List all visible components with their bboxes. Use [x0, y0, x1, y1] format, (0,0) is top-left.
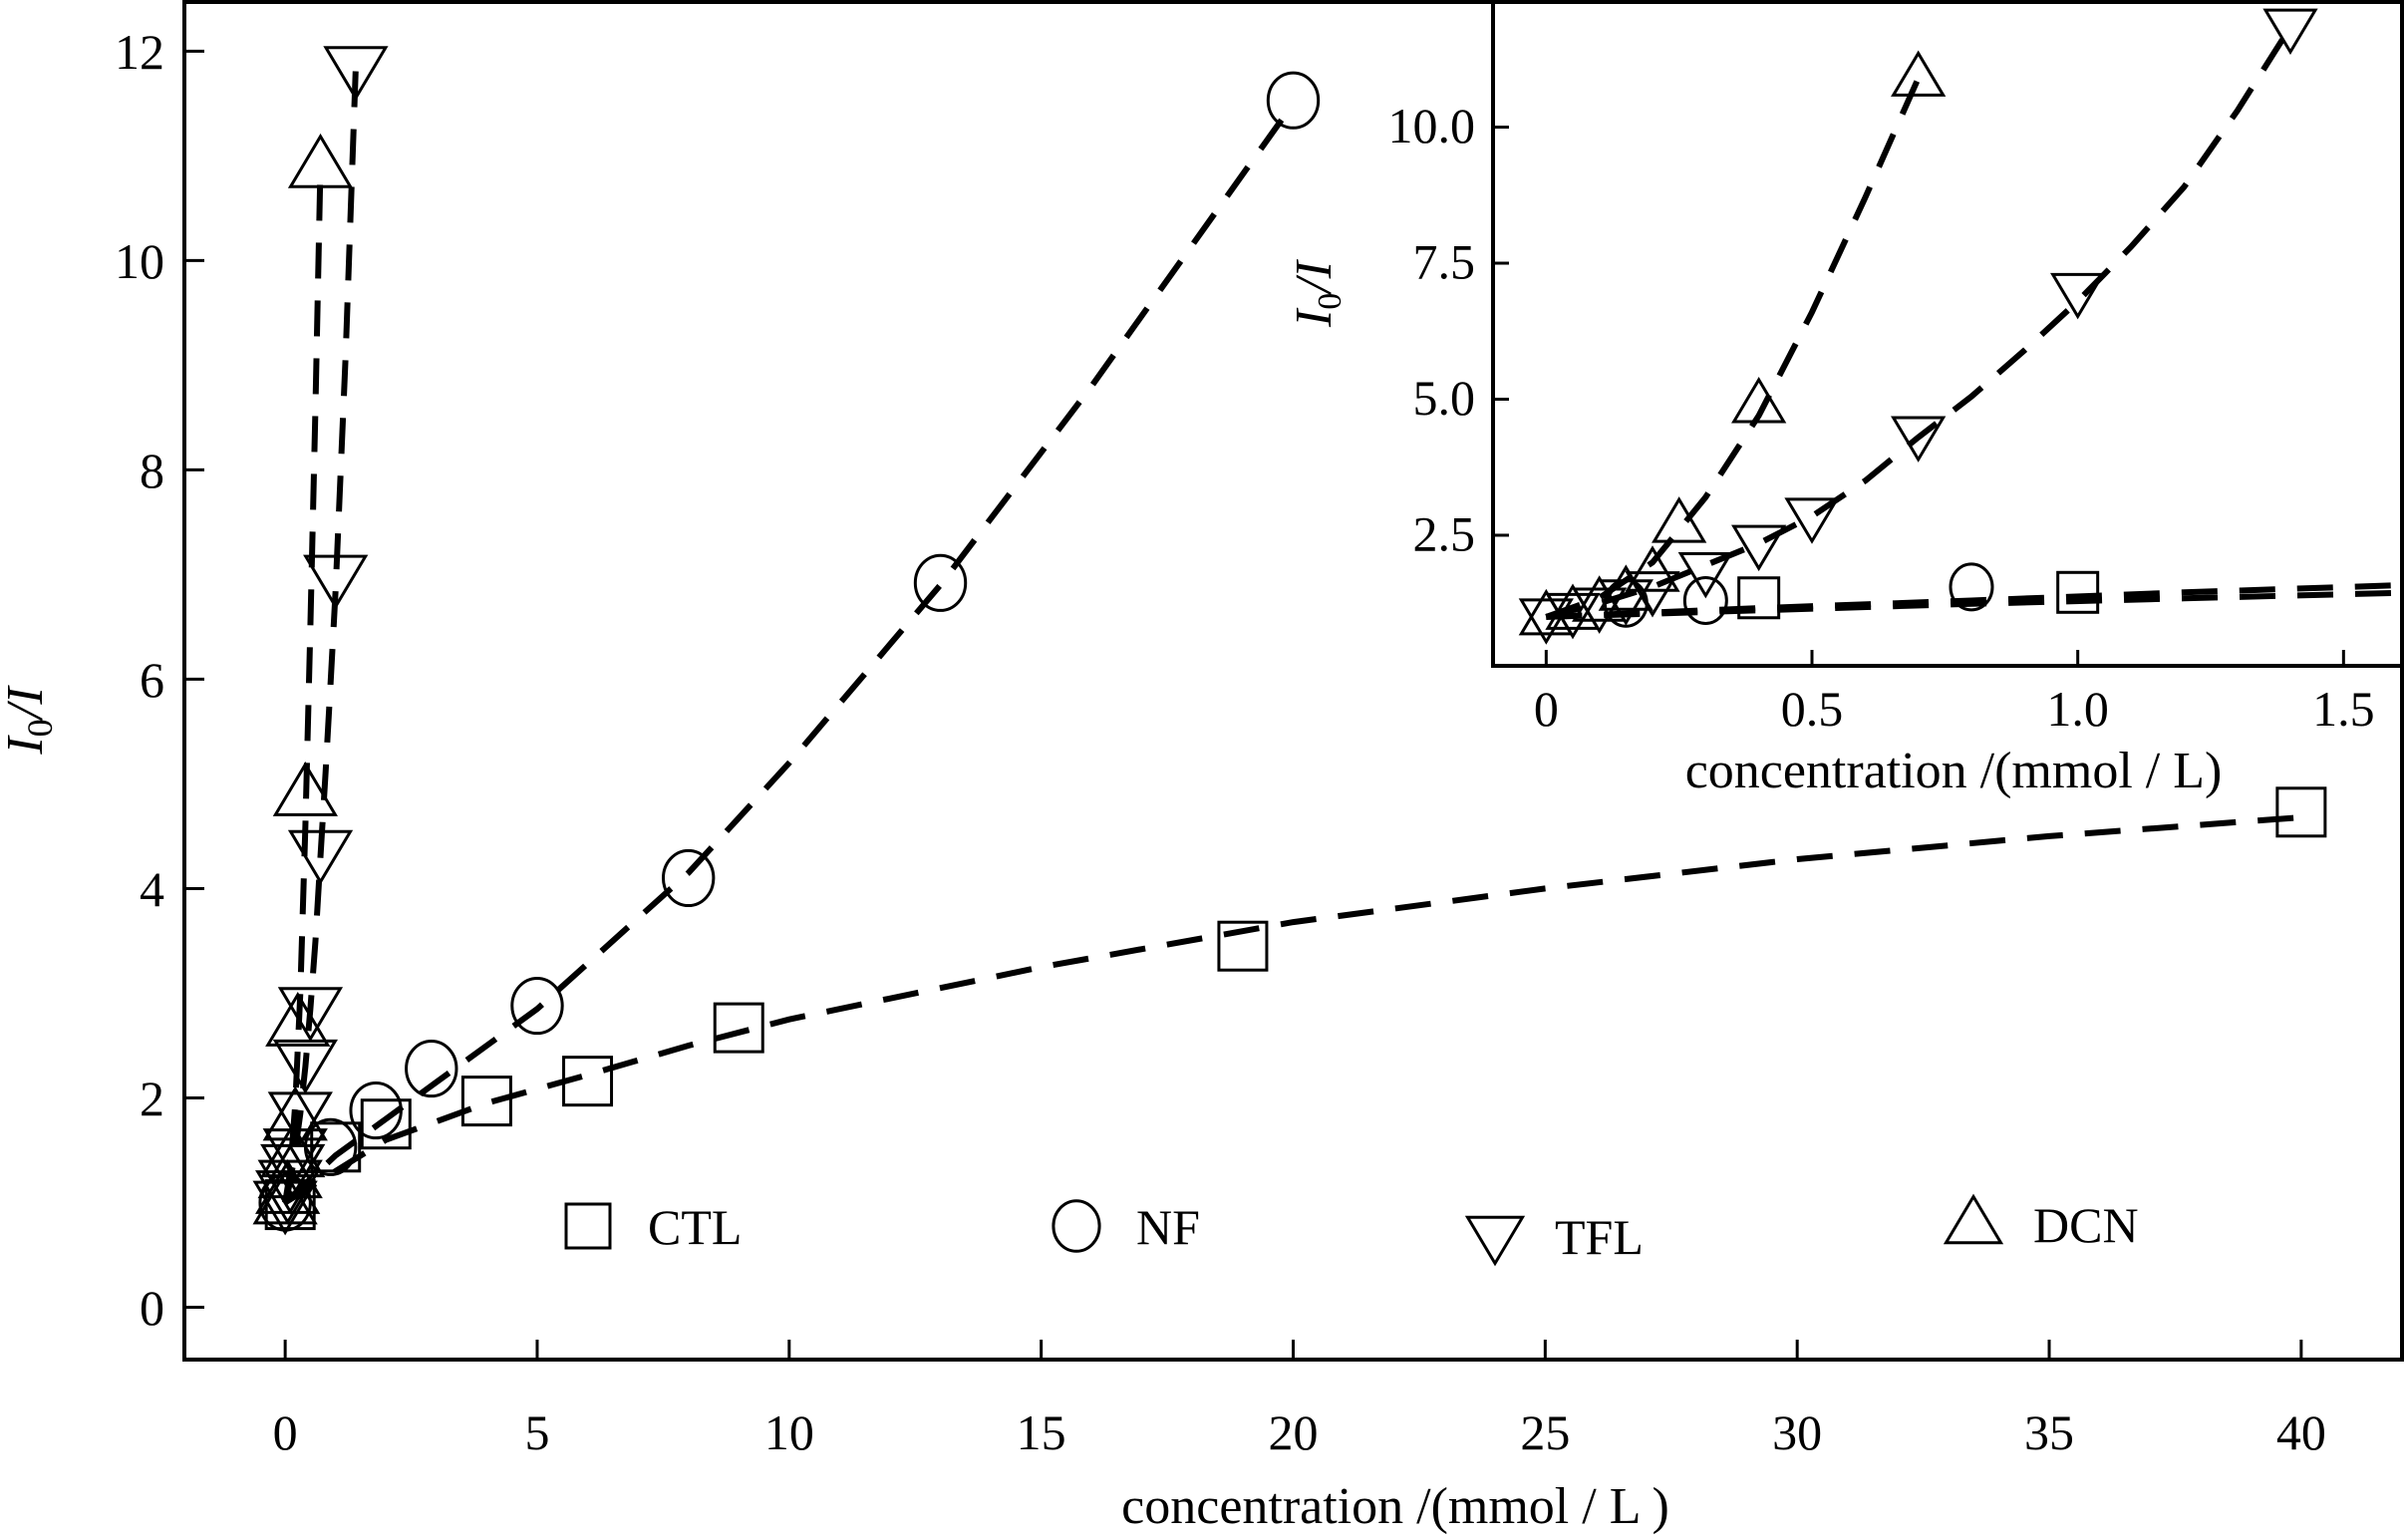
main-point-ctl	[1217, 920, 1269, 972]
inset-point-ctl	[2056, 570, 2100, 614]
main-x-tick-label: 25	[1520, 1404, 1570, 1460]
inset-point-dcn	[1731, 377, 1787, 424]
main-y-tick-label: 6	[140, 652, 164, 708]
main-point-dcn	[287, 133, 354, 188]
inset-plot-frame	[1491, 0, 2404, 668]
legend-label-nf: NF	[1136, 1199, 1200, 1255]
legend-marker-ctl	[564, 1202, 612, 1250]
legend-marker-nf	[1052, 1199, 1101, 1253]
y-title-tail: /I	[1286, 258, 1343, 295]
main-x-tick-label: 40	[2276, 1404, 2326, 1460]
main-point-tfl	[277, 987, 344, 1043]
y-title-main: I	[0, 735, 54, 756]
main-point-tfl	[267, 1091, 333, 1147]
inset-point-dcn	[1572, 575, 1628, 622]
inset-background	[1493, 2, 2402, 666]
inset-point-ctl	[1737, 576, 1781, 620]
main-point-tfl	[323, 46, 389, 102]
main-x-tick-label: 20	[1269, 1404, 1319, 1460]
main-point-nf	[661, 848, 716, 908]
inset-point-dcn	[1598, 564, 1654, 611]
main-x-tick-label: 10	[764, 1404, 814, 1460]
main-series-group	[252, 46, 2327, 1236]
main-y-tick-label: 8	[140, 443, 164, 498]
inset-point-tfl	[1518, 598, 1574, 645]
main-x-tick-label: 15	[1017, 1404, 1066, 1460]
inset-y-axis-title: I0/I	[1286, 258, 1349, 328]
inset-point-nf	[1682, 575, 1728, 625]
main-fit-line-ctl	[283, 814, 2302, 1206]
legend-label-ctl: CTL	[648, 1199, 742, 1255]
main-point-nf	[1266, 71, 1321, 130]
y-title-tail: /I	[0, 685, 54, 722]
main-point-nf	[405, 1039, 458, 1098]
main-fit-line-tfl	[282, 68, 359, 1204]
main-x-tick-label: 0	[273, 1404, 298, 1460]
inset-point-tfl	[1891, 416, 1947, 462]
main-fit-line-nf	[283, 102, 1296, 1205]
main-y-tick-label: 12	[115, 24, 164, 80]
main-point-ctl	[460, 1076, 512, 1127]
inset-x-tick-label: 1.0	[2046, 681, 2109, 737]
main-point-dcn	[255, 1159, 321, 1214]
main-point-nf	[913, 553, 968, 612]
inset-x-tick-label: 0.5	[1781, 681, 1844, 737]
main-point-tfl	[260, 1143, 326, 1199]
inset-point-tfl	[1731, 524, 1787, 572]
main-y-tick-label: 4	[140, 861, 164, 917]
inset-point-dcn	[1891, 50, 1947, 97]
inset-point-dcn	[1625, 545, 1680, 592]
main-x-tick-label: 5	[524, 1404, 549, 1460]
main-point-ctl	[360, 1098, 412, 1150]
inset-point-nf	[1949, 562, 1994, 612]
main-x-axis-title: concentration /(mmol / L )	[1121, 1478, 1669, 1535]
inset-point-tfl	[2050, 272, 2106, 320]
main-y-tick-label: 2	[140, 1071, 164, 1126]
main-point-ctl	[2275, 786, 2327, 838]
inset-y-tick-label: 7.5	[1413, 233, 1476, 289]
main-y-tick-label: 0	[140, 1280, 164, 1336]
legend-label-dcn: DCN	[2033, 1197, 2139, 1253]
inset-point-tfl	[1784, 497, 1840, 544]
legend-marker-dcn	[1943, 1193, 2004, 1245]
inset-x-tick-label: 0	[1534, 681, 1559, 737]
main-point-tfl	[303, 554, 369, 610]
main-y-tick-label: 10	[115, 233, 164, 289]
inset-point-dcn	[1545, 583, 1601, 630]
inset-plot: 0 0.5 1.0 1.5 2.5 5.0 7.5 10.0 concentration /(m…	[1286, 0, 2404, 799]
main-x-tick-label: 30	[1772, 1404, 1822, 1460]
main-point-dcn	[265, 992, 331, 1047]
inset-y-tick-label: 5.0	[1413, 370, 1476, 426]
main-point-tfl	[272, 1039, 339, 1094]
inset-point-dcn	[1652, 496, 1707, 543]
inset-x-tick-label: 1.5	[2312, 681, 2375, 737]
main-y-axis-title: I0/I	[0, 685, 60, 756]
legend: CTL NF TFL DCN	[564, 1193, 2139, 1267]
inset-x-axis-title: concentration /(mmol / L)	[1685, 743, 2223, 799]
inset-series-group	[1518, 8, 2397, 645]
inset-point-tfl	[2262, 8, 2318, 56]
y-title-main: I	[1286, 307, 1343, 328]
main-point-ctl	[562, 1056, 614, 1107]
legend-label-tfl: TFL	[1555, 1209, 1644, 1265]
y-title-subscript: 0	[1312, 293, 1349, 310]
main-point-dcn	[262, 1085, 328, 1141]
main-fit-line-dcn	[282, 165, 324, 1203]
y-title-subscript: 0	[20, 719, 60, 737]
main-point-dcn	[272, 762, 339, 816]
main-x-tick-label: 35	[2024, 1404, 2074, 1460]
main-point-dcn	[260, 1122, 326, 1178]
main-point-ctl	[713, 1002, 764, 1054]
inset-point-tfl	[1677, 551, 1733, 599]
main-point-dcn	[257, 1143, 323, 1199]
main-point-nf	[510, 976, 564, 1036]
main-point-nf	[349, 1080, 403, 1140]
legend-marker-tfl	[1464, 1215, 1526, 1267]
inset-y-tick-label: 2.5	[1413, 505, 1476, 561]
main-point-tfl	[287, 829, 354, 885]
inset-y-tick-label: 10.0	[1388, 98, 1476, 154]
